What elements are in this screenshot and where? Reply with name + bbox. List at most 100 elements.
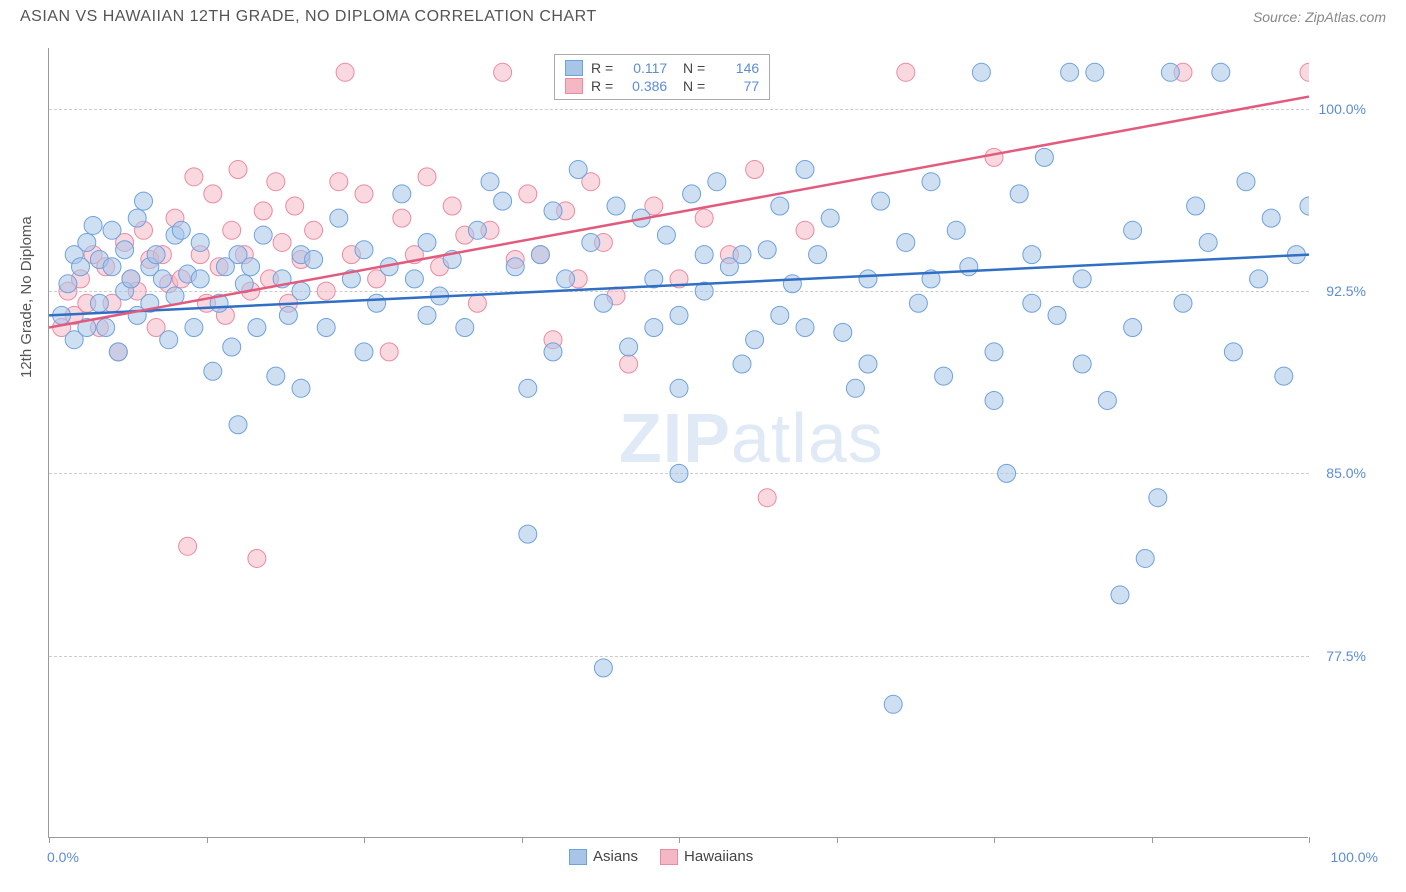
scatter-point bbox=[1237, 173, 1255, 191]
chart-title: ASIAN VS HAWAIIAN 12TH GRADE, NO DIPLOMA… bbox=[20, 8, 597, 26]
scatter-point bbox=[909, 294, 927, 312]
scatter-point bbox=[204, 185, 222, 203]
scatter-point bbox=[405, 270, 423, 288]
scatter-point bbox=[135, 192, 153, 210]
scatter-point bbox=[1275, 367, 1293, 385]
scatter-point bbox=[1136, 549, 1154, 567]
scatter-point bbox=[330, 209, 348, 227]
scatter-point bbox=[380, 343, 398, 361]
scatter-point bbox=[223, 338, 241, 356]
scatter-point bbox=[204, 362, 222, 380]
scatter-point bbox=[620, 355, 638, 373]
scatter-point bbox=[418, 306, 436, 324]
scatter-point bbox=[103, 258, 121, 276]
scatter-point bbox=[305, 250, 323, 268]
scatter-point bbox=[834, 323, 852, 341]
scatter-point bbox=[116, 241, 134, 259]
scatter-point bbox=[544, 343, 562, 361]
scatter-point bbox=[645, 319, 663, 337]
x-tick-label-max: 100.0% bbox=[1331, 849, 1378, 865]
scatter-point bbox=[78, 233, 96, 251]
scatter-point bbox=[494, 192, 512, 210]
scatter-point bbox=[191, 270, 209, 288]
scatter-point bbox=[393, 185, 411, 203]
r-value-hawaiians: 0.386 bbox=[621, 78, 667, 94]
scatter-point bbox=[254, 202, 272, 220]
scatter-point bbox=[1250, 270, 1268, 288]
scatter-point bbox=[468, 221, 486, 239]
scatter-point bbox=[1262, 209, 1280, 227]
scatter-point bbox=[1300, 63, 1309, 81]
chart-container: 12th Grade, No Diploma ZIPatlas R = 0.11… bbox=[48, 48, 1368, 838]
scatter-point bbox=[897, 63, 915, 81]
scatter-point bbox=[160, 331, 178, 349]
scatter-point bbox=[443, 197, 461, 215]
scatter-point bbox=[229, 416, 247, 434]
scatter-point bbox=[172, 221, 190, 239]
scatter-point bbox=[796, 161, 814, 179]
legend-item-hawaiians: Hawaiians bbox=[660, 848, 753, 865]
scatter-point bbox=[594, 294, 612, 312]
scatter-point bbox=[286, 197, 304, 215]
scatter-point bbox=[846, 379, 864, 397]
n-value-hawaiians: 77 bbox=[713, 78, 759, 94]
x-tick-mark bbox=[1309, 837, 1310, 843]
scatter-point bbox=[336, 63, 354, 81]
legend-bottom: Asians Hawaiians bbox=[569, 848, 753, 865]
scatter-point bbox=[355, 241, 373, 259]
scatter-point bbox=[985, 391, 1003, 409]
scatter-point bbox=[1149, 489, 1167, 507]
scatter-point bbox=[191, 233, 209, 251]
scatter-point bbox=[960, 258, 978, 276]
scatter-point bbox=[657, 226, 675, 244]
source-attribution: Source: ZipAtlas.com bbox=[1253, 9, 1386, 25]
scatter-point bbox=[393, 209, 411, 227]
scatter-point bbox=[733, 246, 751, 264]
scatter-point bbox=[273, 233, 291, 251]
scatter-point bbox=[519, 525, 537, 543]
scatter-point bbox=[355, 185, 373, 203]
scatter-point bbox=[620, 338, 638, 356]
scatter-point bbox=[1111, 586, 1129, 604]
scatter-point bbox=[1174, 294, 1192, 312]
scatter-point bbox=[947, 221, 965, 239]
scatter-plot-svg bbox=[49, 48, 1309, 838]
legend-label: Asians bbox=[593, 848, 638, 865]
y-axis-label: 12th Grade, No Diploma bbox=[18, 216, 35, 378]
scatter-point bbox=[519, 379, 537, 397]
scatter-point bbox=[109, 343, 127, 361]
scatter-point bbox=[985, 148, 1003, 166]
scatter-point bbox=[122, 270, 140, 288]
scatter-point bbox=[147, 246, 165, 264]
x-tick-label-min: 0.0% bbox=[47, 849, 79, 865]
scatter-point bbox=[97, 319, 115, 337]
scatter-point bbox=[1061, 63, 1079, 81]
scatter-point bbox=[1048, 306, 1066, 324]
scatter-point bbox=[185, 168, 203, 186]
scatter-point bbox=[1086, 63, 1104, 81]
scatter-point bbox=[1073, 270, 1091, 288]
scatter-point bbox=[783, 275, 801, 293]
scatter-point bbox=[1098, 391, 1116, 409]
scatter-point bbox=[557, 270, 575, 288]
scatter-point bbox=[544, 202, 562, 220]
scatter-point bbox=[1199, 233, 1217, 251]
scatter-point bbox=[607, 197, 625, 215]
scatter-point bbox=[305, 221, 323, 239]
scatter-point bbox=[821, 209, 839, 227]
scatter-point bbox=[695, 209, 713, 227]
scatter-point bbox=[695, 246, 713, 264]
scatter-point bbox=[292, 379, 310, 397]
scatter-point bbox=[84, 216, 102, 234]
stats-legend-box: R = 0.117 N = 146 R = 0.386 N = 77 bbox=[554, 54, 770, 100]
scatter-point bbox=[859, 270, 877, 288]
scatter-point bbox=[72, 258, 90, 276]
scatter-point bbox=[746, 161, 764, 179]
scatter-point bbox=[456, 319, 474, 337]
scatter-point bbox=[1023, 246, 1041, 264]
scatter-point bbox=[985, 343, 1003, 361]
scatter-point bbox=[506, 258, 524, 276]
scatter-point bbox=[1010, 185, 1028, 203]
scatter-point bbox=[935, 367, 953, 385]
scatter-point bbox=[1212, 63, 1230, 81]
